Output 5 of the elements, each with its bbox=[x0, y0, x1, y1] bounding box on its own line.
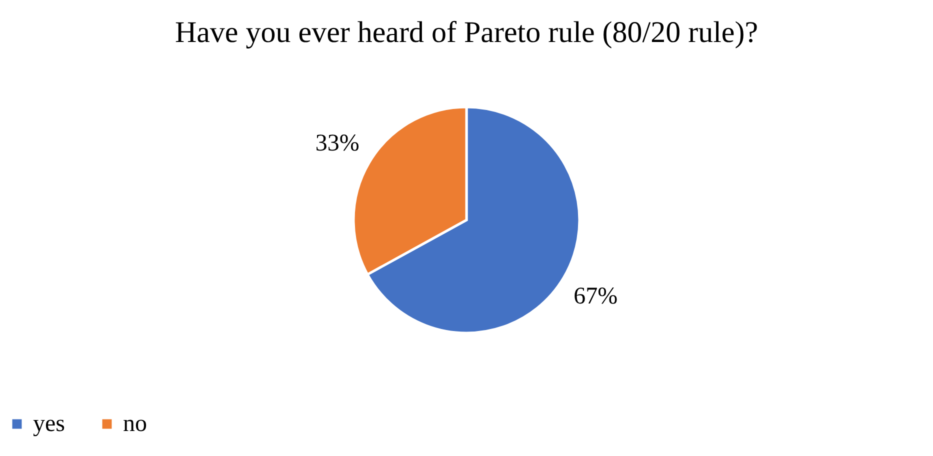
chart-title: Have you ever heard of Pareto rule (80/20 rule)? bbox=[174, 16, 758, 49]
legend-label: yes bbox=[33, 411, 65, 437]
data-label: 67% bbox=[574, 283, 618, 310]
legend-label: no bbox=[123, 411, 147, 437]
data-label: 33% bbox=[315, 130, 360, 157]
